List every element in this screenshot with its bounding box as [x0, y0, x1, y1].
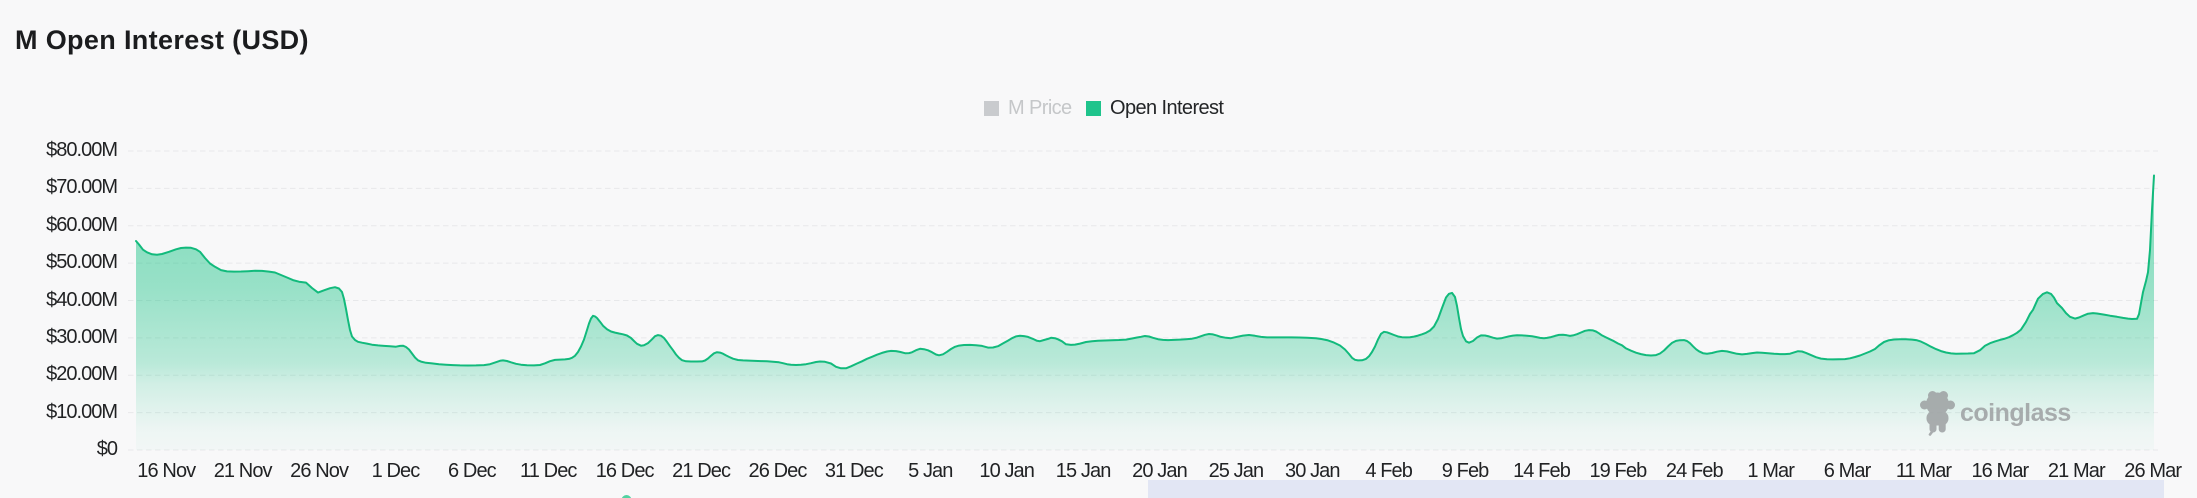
svg-text:coinglass: coinglass: [1960, 399, 2071, 427]
